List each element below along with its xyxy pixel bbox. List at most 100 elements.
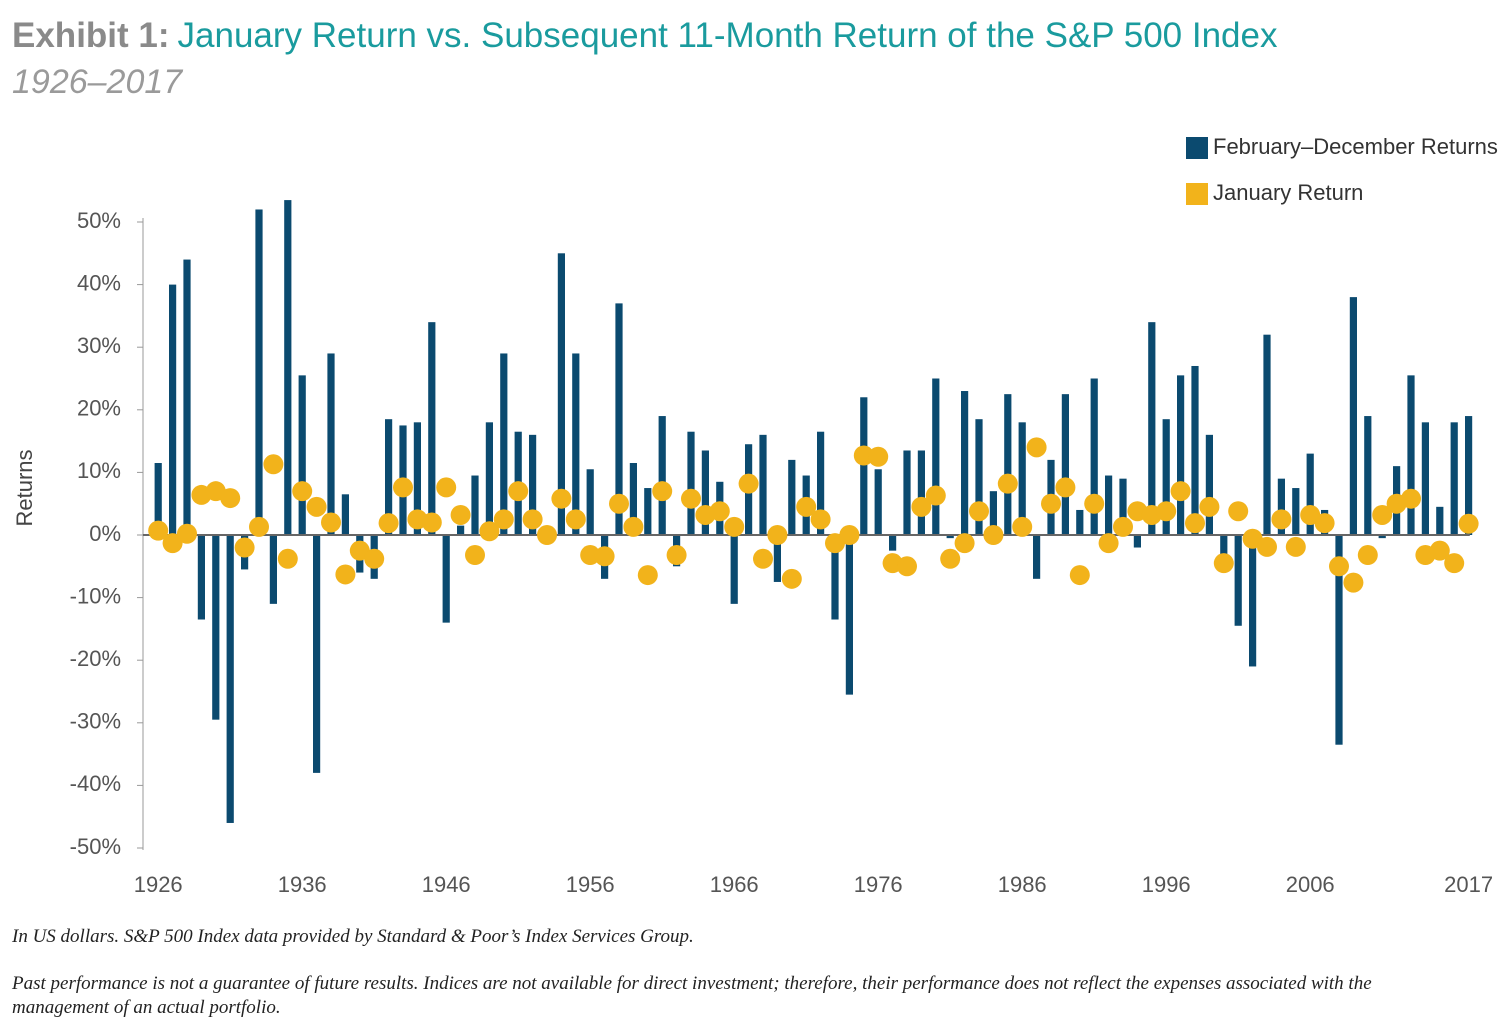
dot (1113, 516, 1133, 537)
dot (177, 523, 197, 544)
bar (1133, 535, 1141, 548)
bar (169, 284, 177, 535)
bar (817, 431, 825, 535)
dot (753, 548, 773, 569)
dot (1285, 536, 1306, 557)
y-tick-label: 10% (77, 458, 121, 483)
bar (989, 491, 997, 535)
bar (845, 535, 853, 695)
dot (609, 493, 629, 514)
dot (1357, 545, 1378, 566)
bar (529, 434, 537, 535)
dot (1199, 496, 1220, 517)
bar (485, 422, 493, 535)
bar (730, 535, 738, 604)
y-tick-label: -40% (70, 771, 121, 796)
dot (522, 509, 543, 530)
dot (249, 516, 269, 537)
bar (313, 535, 321, 773)
dot (421, 512, 442, 533)
bar (1205, 434, 1213, 535)
x-tick-label: 1946 (422, 872, 471, 897)
bar (413, 422, 421, 535)
bar (572, 353, 580, 535)
dot (1213, 553, 1234, 574)
y-axis-label: Returns (12, 449, 37, 526)
dot (162, 533, 183, 554)
dot (1401, 488, 1421, 509)
bar (154, 463, 162, 535)
dot (292, 481, 313, 502)
y-tick-label: 30% (77, 333, 121, 358)
footnote: Past performance is not a guarantee of f… (12, 973, 1372, 1018)
y-tick-label: -20% (70, 646, 121, 671)
y-tick-label: 0% (89, 521, 121, 546)
bar (1349, 297, 1357, 535)
dot (1170, 481, 1191, 502)
bar (1061, 394, 1069, 535)
bar (1119, 478, 1127, 535)
bar (298, 375, 306, 535)
bar (1105, 475, 1113, 535)
bar (442, 535, 450, 623)
bar (1177, 375, 1185, 535)
bar (255, 209, 263, 536)
dot (911, 496, 932, 517)
legend-label: January Return (1213, 180, 1363, 205)
bar (1162, 419, 1170, 535)
bar (1277, 478, 1285, 535)
footnote: In US dollars. S&P 500 Index data provid… (12, 926, 694, 947)
bar (1450, 422, 1458, 535)
bar (1148, 322, 1156, 535)
bar (284, 200, 292, 535)
dot (810, 509, 831, 530)
dot (335, 564, 356, 585)
dot (897, 556, 917, 577)
dot (1185, 513, 1205, 534)
dot (1429, 540, 1450, 561)
dot (148, 520, 169, 541)
y-tick-label: -50% (70, 834, 121, 859)
bar (1004, 394, 1012, 535)
bar (860, 397, 868, 535)
bar (428, 322, 436, 535)
y-tick-label: -10% (70, 583, 121, 608)
bar (615, 303, 623, 535)
dot (1098, 533, 1119, 554)
bar (457, 525, 465, 535)
bar (946, 535, 954, 539)
subtitle: 1926–2017 (12, 63, 183, 101)
dot (1329, 556, 1349, 577)
dot (940, 548, 961, 569)
bar (687, 431, 695, 535)
bar (773, 535, 781, 582)
dot (479, 521, 500, 542)
dot (1156, 501, 1177, 522)
dot (465, 545, 485, 566)
y-tick-label: -30% (70, 709, 121, 734)
bar (917, 450, 925, 535)
dot (393, 477, 413, 498)
legend-swatch (1186, 183, 1208, 205)
dot (565, 509, 586, 530)
dot (263, 454, 284, 475)
dot (1257, 536, 1277, 557)
bar (1263, 334, 1271, 535)
x-tick-label: 2017 (1444, 872, 1493, 897)
dot (1343, 572, 1364, 593)
bar (889, 535, 897, 551)
bar (1191, 365, 1199, 535)
dot (868, 446, 889, 467)
dot (1026, 437, 1047, 458)
x-tick-label: 1956 (566, 872, 615, 897)
bar (1249, 535, 1257, 667)
x-tick-label: 2006 (1286, 872, 1335, 897)
bar (1465, 416, 1473, 535)
dot (378, 513, 399, 534)
bar (1234, 535, 1242, 626)
dot (738, 473, 759, 494)
dot (436, 477, 457, 498)
title-text: January Return vs. Subsequent 11-Month R… (178, 16, 1278, 55)
bar (226, 535, 234, 823)
bar (327, 353, 335, 535)
